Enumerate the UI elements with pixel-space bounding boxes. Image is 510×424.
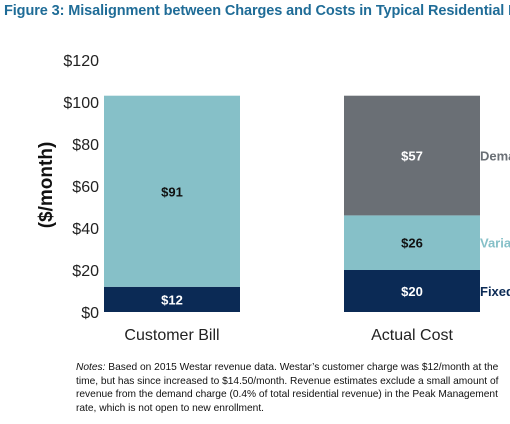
x-tick-label: Actual Cost [371, 327, 453, 344]
data-label: $12 [161, 292, 183, 307]
y-tick-label: $40 [72, 221, 99, 238]
y-tick-label: $20 [72, 263, 99, 280]
bar-segment-fixed [344, 270, 480, 312]
bars-group: $12 $91 $20 $26 $57 [104, 95, 480, 312]
notes-text: Based on 2015 Westar revenue data. Westa… [76, 362, 499, 414]
y-axis-label: ($/month) [36, 142, 57, 229]
x-tick-label: Customer Bill [124, 327, 219, 344]
bar-segment-variable [104, 95, 240, 287]
y-tick-label: $120 [63, 53, 99, 70]
x-axis-labels: Customer Bill Actual Cost [124, 327, 453, 344]
data-label: $91 [161, 184, 183, 199]
series-label-fixed: Fixed [480, 284, 510, 299]
series-label-demand: Demand [480, 149, 510, 164]
series-label-variable: Variable [480, 236, 510, 251]
y-tick-label: $100 [63, 95, 99, 112]
data-label: $26 [401, 236, 423, 251]
y-tick-label: $0 [81, 305, 99, 322]
data-label: $20 [401, 284, 423, 299]
notes-label: Notes: [76, 362, 106, 373]
series-labels: Fixed Variable Demand [480, 149, 510, 299]
figure-notes: Notes: Based on 2015 Westar revenue data… [76, 361, 504, 415]
data-label: $57 [401, 149, 423, 164]
figure-title: Figure 3: Misalignment between Charges a… [4, 3, 510, 19]
bar-segment-fixed [104, 286, 240, 312]
y-tick-label: $60 [72, 179, 99, 196]
y-axis-ticks: $0 $20 $40 $60 $80 $100 $120 [63, 53, 99, 322]
bar-segment-demand [344, 95, 480, 216]
bar-segment-variable [344, 215, 480, 270]
y-tick-label: $80 [72, 137, 99, 154]
